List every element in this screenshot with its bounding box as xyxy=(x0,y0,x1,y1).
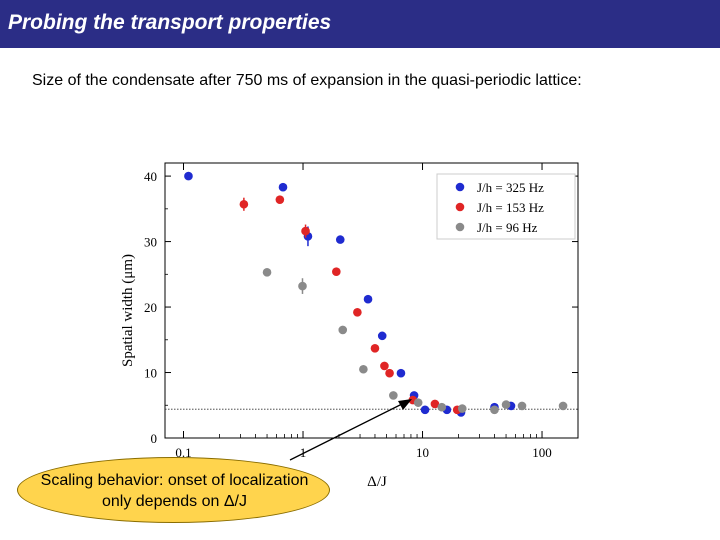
x-axis-label: Δ/J xyxy=(367,474,387,490)
data-point xyxy=(517,401,527,411)
data-point xyxy=(490,405,499,415)
data-point xyxy=(430,399,440,409)
data-point xyxy=(338,325,348,335)
callout-line-1: Scaling behavior: onset of localization xyxy=(40,472,309,489)
data-point xyxy=(301,226,310,236)
data-point xyxy=(239,199,249,209)
legend-label: J/h = 153 Hz xyxy=(477,200,544,215)
data-point xyxy=(184,171,193,181)
data-point xyxy=(278,182,288,192)
legend-marker xyxy=(455,222,465,232)
data-point xyxy=(275,195,285,204)
y-tick-label: 40 xyxy=(144,169,157,184)
callout-bubble: Scaling behavior: onset of localization … xyxy=(17,457,330,523)
data-point xyxy=(420,405,430,415)
data-point xyxy=(370,343,380,353)
data-point xyxy=(389,391,398,400)
callout-arrow-line xyxy=(289,403,403,461)
plot-frame xyxy=(164,162,579,439)
data-point xyxy=(380,361,389,371)
callout-arrow xyxy=(289,399,412,461)
slide-title: Probing the transport properties xyxy=(8,11,332,34)
data-point xyxy=(332,267,341,276)
data-point xyxy=(377,331,387,341)
data-point xyxy=(396,368,406,378)
callout-line-2: only depends on Δ/J xyxy=(101,493,247,510)
x-tick-label: 10 xyxy=(416,445,429,460)
callout-text: Scaling behavior: onset of localization … xyxy=(18,470,331,512)
data-point xyxy=(501,400,511,409)
y-tick-label: 30 xyxy=(144,235,157,250)
x-tick-label: 100 xyxy=(532,445,552,460)
chart-points xyxy=(184,171,568,417)
data-point xyxy=(363,294,373,304)
title-bar: Probing the transport properties xyxy=(0,0,720,48)
data-point xyxy=(457,404,467,413)
y-tick-label: 0 xyxy=(151,431,158,446)
x-tick-label: 1 xyxy=(300,445,307,460)
data-point xyxy=(359,364,368,374)
legend-marker xyxy=(455,202,465,212)
data-point xyxy=(335,235,345,244)
data-point xyxy=(558,401,568,411)
legend-label: J/h = 325 Hz xyxy=(477,180,544,195)
data-point xyxy=(437,402,447,412)
callout-arrow-head xyxy=(398,399,412,410)
data-point xyxy=(385,368,394,378)
legend-label: J/h = 96 Hz xyxy=(477,220,538,235)
data-point xyxy=(413,398,423,407)
data-point xyxy=(262,268,272,277)
y-tick-label: 10 xyxy=(144,366,157,381)
chart-legend: J/h = 325 Hz J/h = 153 Hz J/h = 96 Hz xyxy=(436,173,576,240)
legend-marker xyxy=(455,182,465,192)
data-point xyxy=(298,281,307,291)
slide-subtitle: Size of the condensate after 750 ms of e… xyxy=(32,72,582,89)
y-axis-label: Spatial width (μm) xyxy=(120,254,136,367)
data-point xyxy=(353,307,362,317)
y-tick-label: 20 xyxy=(144,300,157,315)
